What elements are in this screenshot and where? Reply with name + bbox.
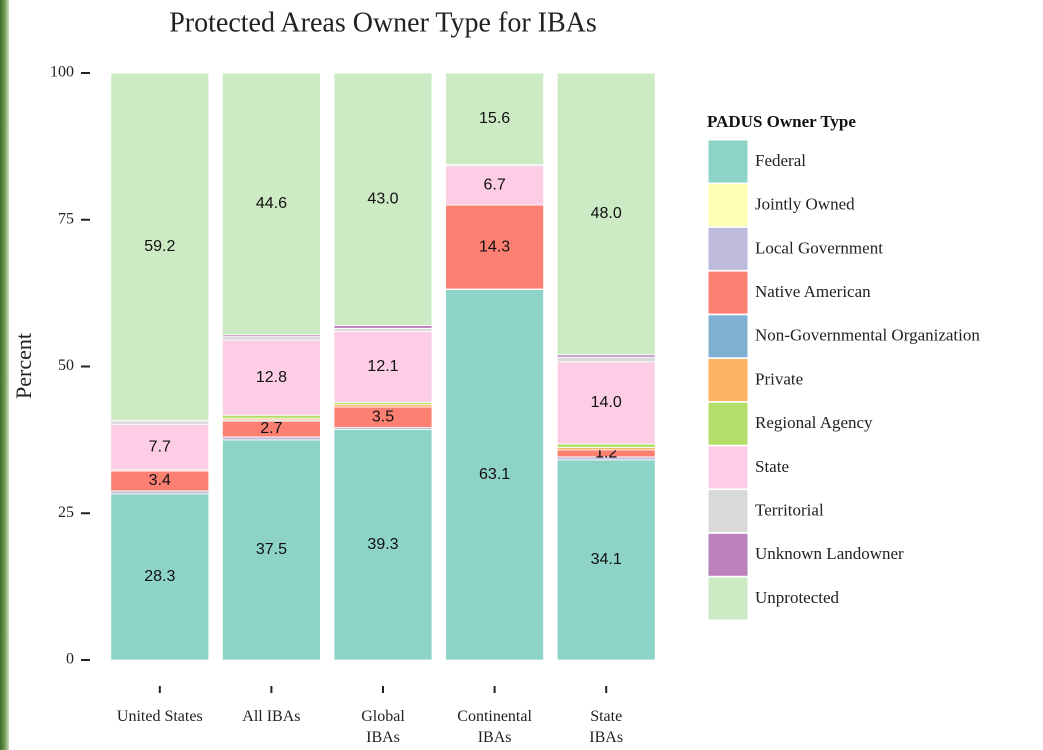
- legend-key: [707, 532, 749, 577]
- y-axis-label: Percent: [11, 333, 36, 399]
- x-tick-label: Continental IBAs: [457, 708, 532, 746]
- data-label: 14.3: [479, 238, 510, 255]
- bar-segment: [110, 490, 210, 495]
- legend-label: Private: [755, 369, 803, 388]
- bar-segment: [333, 327, 433, 332]
- legend-label: Local Government: [755, 238, 883, 257]
- data-label: 37.5: [256, 541, 287, 558]
- legend-key: [707, 401, 749, 446]
- bar-segment: [221, 72, 321, 336]
- bar-segment: [333, 325, 433, 329]
- bar-segment: [556, 361, 656, 445]
- data-label: 7.7: [149, 438, 171, 455]
- data-label: 3.5: [372, 408, 394, 425]
- bar-segment: [333, 72, 433, 326]
- legend-key: [707, 314, 749, 359]
- legend-label: State: [755, 457, 789, 476]
- data-label: 39.3: [367, 536, 398, 553]
- legend-key: [707, 489, 749, 534]
- bar-segment: [556, 443, 656, 448]
- data-label: 43.0: [367, 190, 398, 207]
- data-label: 2.7: [260, 420, 282, 437]
- y-tick-label: 50: [58, 357, 74, 374]
- data-label: 48.0: [591, 205, 622, 222]
- legend-label: Non-Governmental Organization: [755, 326, 980, 345]
- bar-segment: [221, 339, 321, 416]
- data-label: 6.7: [483, 177, 505, 194]
- data-label: 63.1: [479, 466, 510, 483]
- data-label: 15.6: [479, 110, 510, 127]
- legend-key: [707, 445, 749, 490]
- bar-segment: [333, 428, 433, 661]
- bar-segment: [110, 424, 210, 471]
- bar-segment: [556, 72, 656, 356]
- legend-key: [707, 226, 749, 271]
- y-tick-label: 100: [50, 64, 74, 81]
- bar-segment: [221, 436, 321, 441]
- bar-segment: [110, 72, 210, 421]
- data-label: 3.4: [149, 472, 171, 489]
- legend-key: [707, 270, 749, 315]
- y-tick-label: 25: [58, 504, 74, 521]
- bar-segment: [556, 459, 656, 661]
- data-label: 28.3: [144, 568, 175, 585]
- data-label: 34.1: [591, 551, 622, 568]
- legend-label: Native American: [755, 282, 871, 301]
- legend-label: Jointly Owned: [755, 195, 855, 214]
- y-tick-label: 0: [66, 651, 74, 668]
- bar-segment: [221, 414, 321, 419]
- legend-label: Federal: [755, 151, 806, 170]
- legend-label: Regional Agency: [755, 413, 873, 432]
- data-label: 44.6: [256, 195, 287, 212]
- data-label: 12.1: [367, 358, 398, 375]
- x-tick-label: All IBAs: [242, 708, 300, 725]
- legend-key: [707, 358, 749, 402]
- chart-title: Protected Areas Owner Type for IBAs: [169, 7, 597, 38]
- legend-key: [707, 139, 749, 184]
- bar-segment: [333, 330, 433, 403]
- data-label: 14.0: [591, 394, 622, 411]
- bar-segment: [221, 336, 321, 341]
- x-tick-label: Global IBAs: [361, 708, 405, 746]
- legend-key: [707, 576, 749, 621]
- data-label: 12.8: [256, 369, 287, 386]
- bar-segment: [445, 204, 545, 290]
- x-tick-label: State IBAs: [589, 708, 623, 746]
- data-label: 59.2: [144, 238, 175, 255]
- legend-key: [707, 183, 749, 228]
- legend-title: PADUS Owner Type: [707, 112, 856, 131]
- bar-segment: [445, 165, 545, 206]
- bar-segment: [556, 356, 656, 363]
- bar-segment: [445, 72, 545, 165]
- x-tick-label: United States: [117, 708, 203, 725]
- legend-label: Territorial: [755, 501, 824, 520]
- legend-label: Unknown Landowner: [755, 544, 904, 563]
- side-stripe: [0, 0, 9, 750]
- y-tick-label: 75: [58, 210, 74, 227]
- bar-segment: [110, 421, 210, 426]
- legend-label: Unprotected: [755, 588, 840, 607]
